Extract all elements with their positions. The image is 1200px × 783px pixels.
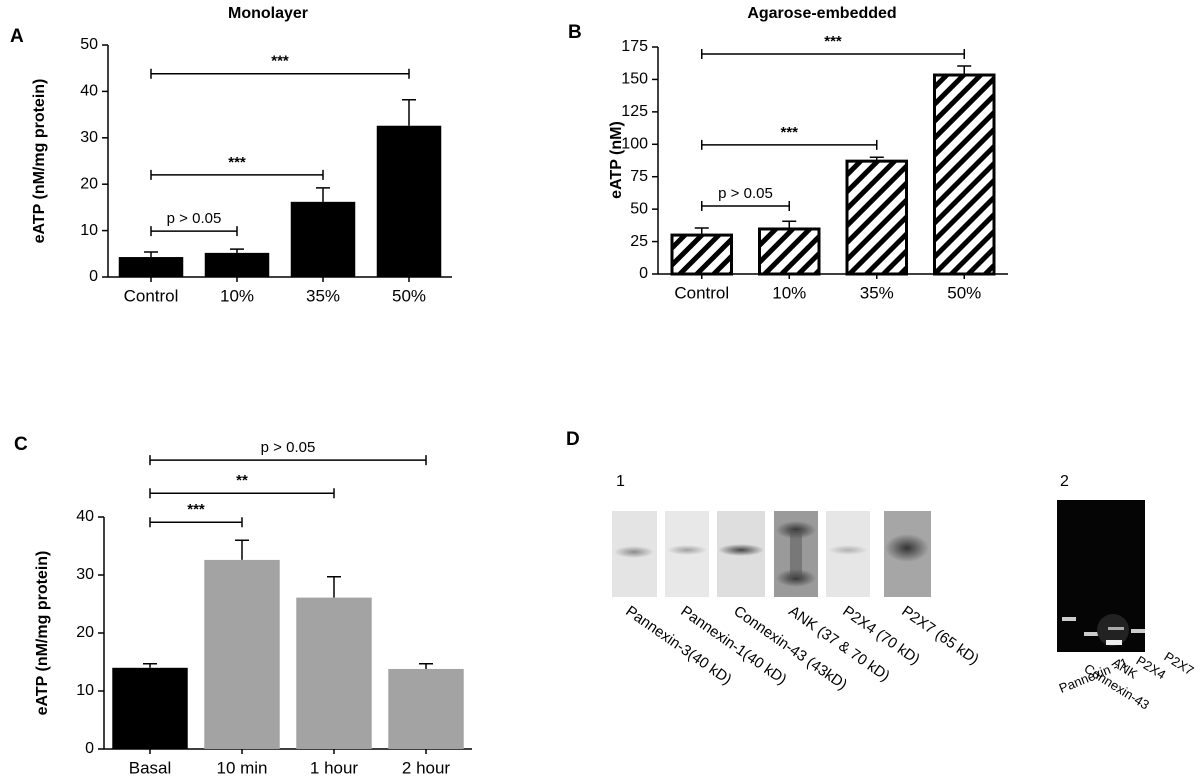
y-tick-label: 20 xyxy=(80,175,98,192)
significance-label: p > 0.05 xyxy=(167,210,222,227)
bar xyxy=(290,201,356,277)
panel-label: B xyxy=(568,22,582,43)
gel-label: 1 xyxy=(616,473,625,490)
significance-bracket xyxy=(701,49,965,60)
y-axis-label: eATP (nM) xyxy=(608,121,625,199)
bar xyxy=(758,227,821,276)
x-tick-label: 10% xyxy=(220,286,254,305)
x-tick-label: 50% xyxy=(392,286,426,305)
bar xyxy=(296,597,372,749)
y-tick-label: 25 xyxy=(630,233,648,250)
chart-title: Agarose-embedded xyxy=(747,5,896,22)
bar xyxy=(388,668,464,749)
y-axis-label: eATP (nM/mg protein) xyxy=(31,79,48,244)
significance-bracket xyxy=(149,488,335,499)
error-bar xyxy=(419,662,433,669)
x-tick-label: 1 hour xyxy=(310,758,359,777)
y-tick-label: 10 xyxy=(76,682,94,699)
y-tick-label: 0 xyxy=(89,268,98,285)
pcr-gel xyxy=(1057,500,1145,652)
significance-label: p > 0.05 xyxy=(718,185,773,202)
x-tick-label: Basal xyxy=(129,758,172,777)
error-bar xyxy=(230,248,244,253)
panel-label: D xyxy=(566,429,580,450)
significance-bracket xyxy=(150,169,324,180)
y-tick-label: 150 xyxy=(621,71,648,88)
x-tick-label: Control xyxy=(124,286,179,305)
error-bar xyxy=(235,539,249,560)
bar xyxy=(112,667,188,749)
bar xyxy=(376,125,442,278)
y-tick-label: 30 xyxy=(76,566,94,583)
x-tick-label: Control xyxy=(674,283,729,302)
y-tick-label: 75 xyxy=(630,168,648,185)
y-tick-label: 30 xyxy=(80,129,98,146)
significance-label: *** xyxy=(228,154,246,171)
x-tick-label: 2 hour xyxy=(402,758,451,777)
significance-bracket xyxy=(150,226,238,237)
error-bar xyxy=(402,99,416,126)
y-tick-label: 40 xyxy=(76,508,94,525)
significance-bracket xyxy=(149,455,427,466)
y-tick-label: 10 xyxy=(80,222,98,239)
gel-label: 2 xyxy=(1060,473,1069,490)
lane-label: P2X7 xyxy=(1162,649,1197,679)
x-tick-label: 35% xyxy=(860,283,894,302)
error-bar xyxy=(316,187,330,202)
y-axis-label: eATP (nM/mg protein) xyxy=(34,551,51,716)
significance-label: *** xyxy=(780,124,798,141)
significance-label: *** xyxy=(824,33,842,50)
chart: A Monolayer eATP (nM/mg protein) 0 10 20 30 40 5… xyxy=(10,5,452,305)
bar xyxy=(204,559,280,749)
chart-title: Monolayer xyxy=(228,5,308,22)
significance-bracket xyxy=(701,201,790,212)
significance-label: *** xyxy=(187,501,205,518)
bar xyxy=(118,257,184,277)
y-tick-label: 50 xyxy=(80,36,98,53)
error-bar xyxy=(957,65,972,76)
significance-label: *** xyxy=(271,53,289,70)
y-tick-label: 20 xyxy=(76,624,94,641)
y-tick-label: 0 xyxy=(639,265,648,282)
bar xyxy=(204,252,270,277)
significance-bracket xyxy=(701,139,878,150)
x-tick-label: 50% xyxy=(947,283,981,302)
significance-label: ** xyxy=(236,472,248,489)
error-bar xyxy=(143,662,157,668)
error-bar xyxy=(327,575,341,598)
y-tick-label: 40 xyxy=(80,83,98,100)
panel-label: C xyxy=(14,434,28,455)
y-tick-label: 0 xyxy=(85,740,94,757)
y-tick-label: 125 xyxy=(621,103,648,120)
bar xyxy=(670,233,733,276)
y-tick-label: 175 xyxy=(621,38,648,55)
significance-bracket xyxy=(150,68,410,79)
significance-label: p > 0.05 xyxy=(261,439,316,456)
x-tick-label: 35% xyxy=(306,286,340,305)
y-tick-label: 50 xyxy=(630,200,648,217)
blot-panel: D 1 2 xyxy=(566,429,1145,652)
panel-label: A xyxy=(10,26,24,47)
western-blot xyxy=(612,511,931,597)
bar xyxy=(933,73,996,276)
x-tick-label: 10% xyxy=(772,283,806,302)
x-tick-label: 10 min xyxy=(216,758,267,777)
bar xyxy=(845,159,908,276)
significance-bracket xyxy=(149,517,243,528)
chart: B Agarose-embedded eATP (nM) 0 25 50 75 100 125 1… xyxy=(568,5,1008,302)
error-bar xyxy=(144,251,158,258)
y-tick-label: 100 xyxy=(621,136,648,153)
